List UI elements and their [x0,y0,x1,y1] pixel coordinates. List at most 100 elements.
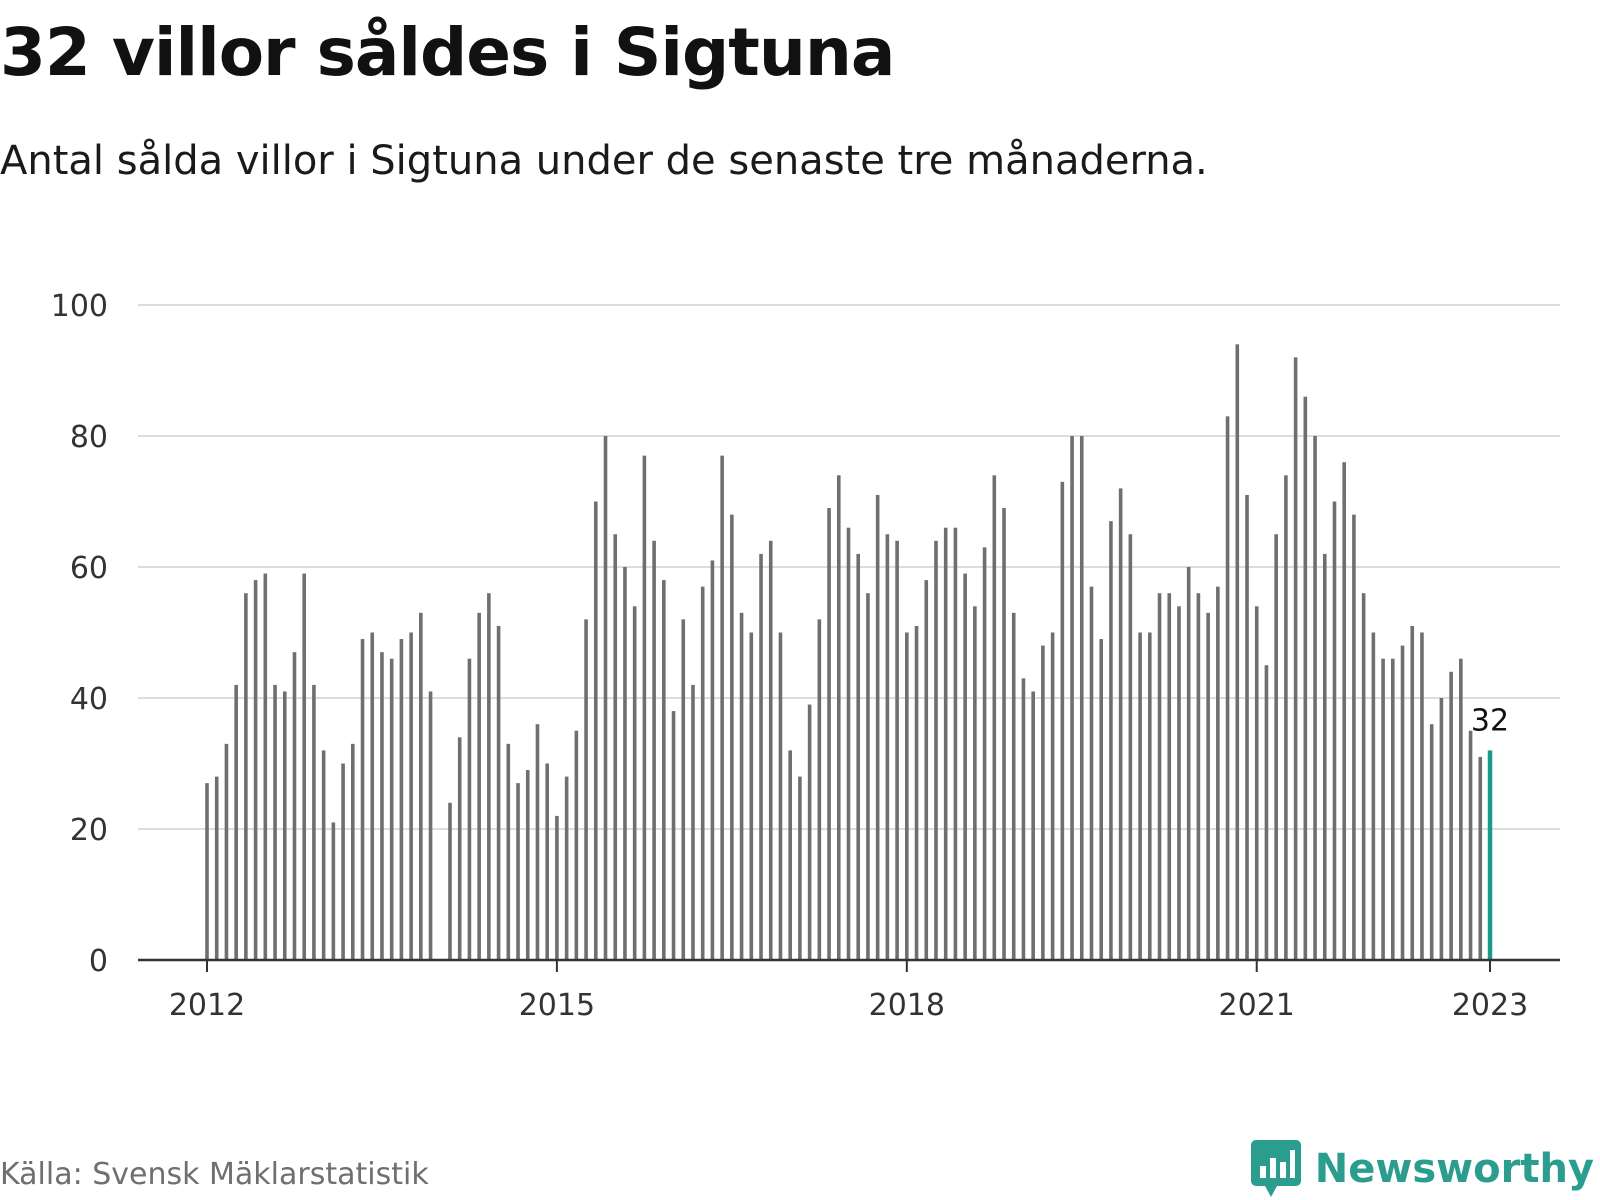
bar [428,691,433,960]
bar [798,776,802,960]
bar [399,639,404,960]
bar [467,658,472,960]
bar [691,684,695,960]
bar [623,567,627,960]
bar [1021,678,1026,960]
bar [720,455,724,960]
bar [1235,344,1240,960]
bar [943,527,948,960]
y-tick-label: 80 [70,420,108,455]
bar [370,632,375,960]
highlight-bar [1487,750,1493,960]
bar [934,540,938,960]
brand-logo: Newsworthy [1250,1140,1594,1198]
bar [331,822,336,960]
bar [1050,632,1055,960]
bar [214,776,219,960]
bar [234,684,238,960]
bar [1429,724,1434,960]
bar [1225,416,1230,961]
bar [1128,534,1133,960]
bar [1264,665,1269,960]
bar [253,580,258,960]
bar [778,632,783,960]
bar [535,724,540,960]
bar [457,737,462,960]
x-tick-label: 2012 [169,988,245,1023]
bar [846,527,851,960]
x-tick-label: 2015 [519,988,595,1023]
bar [292,652,297,960]
bar [1148,632,1152,960]
bar [662,580,666,960]
bar [1041,645,1045,960]
bar [1079,436,1084,960]
bar [924,580,929,960]
bar [866,593,870,960]
bar [224,743,229,960]
bar [1254,606,1259,960]
bar [613,534,618,960]
bar [1177,606,1181,960]
bar [1284,475,1288,960]
bar [788,750,792,960]
bar [1157,593,1162,960]
bar [282,691,287,960]
bar [632,606,637,960]
bar [1089,586,1094,960]
x-tick-label: 2018 [869,988,945,1023]
bar [1118,488,1123,960]
bar [574,730,579,960]
y-tick-label: 60 [70,551,108,586]
bar [1099,639,1104,960]
bar [516,783,520,960]
bar [914,625,919,960]
bar [1322,553,1327,960]
bar [1352,514,1356,960]
bar [768,540,773,960]
chart-subtitle: Antal sålda villor i Sigtuna under de se… [0,138,1208,184]
bar [963,573,967,960]
source-note: Källa: Svensk Mäklarstatistik [0,1157,429,1192]
bar [973,606,977,960]
bar [341,763,345,960]
bar [1186,567,1191,960]
bar [1002,508,1006,960]
x-tick-label: 2023 [1452,988,1528,1023]
bar [905,632,909,960]
bar [351,743,355,960]
bar [545,763,549,960]
bar [555,815,559,960]
bar [302,573,306,960]
bar [1196,593,1201,960]
bar [419,612,423,960]
bar [953,527,958,960]
bar-chart: 0 20 40 60 80 100 2012 2015 2018 2021 2023 32 [51,289,1560,1023]
bar [1206,612,1210,960]
bar [992,475,997,960]
bar [477,612,481,960]
bar [1459,658,1463,960]
bar [273,684,277,960]
bar [807,704,812,960]
bar [1031,691,1035,960]
bar [1381,658,1385,960]
bar [1478,756,1483,960]
bar [321,750,326,960]
y-tick-label: 100 [51,289,108,324]
bar [1245,494,1249,960]
bar [603,436,608,960]
bar [710,560,715,960]
bar [681,619,686,960]
bar [1449,671,1453,960]
bar [1361,593,1366,960]
bar [1410,625,1415,960]
bar [1303,396,1308,960]
bar [1342,462,1346,960]
bar [584,619,588,960]
bar [1274,534,1278,960]
bar [739,612,744,960]
bar [730,514,734,960]
bar [409,632,413,960]
bar [1313,436,1317,960]
